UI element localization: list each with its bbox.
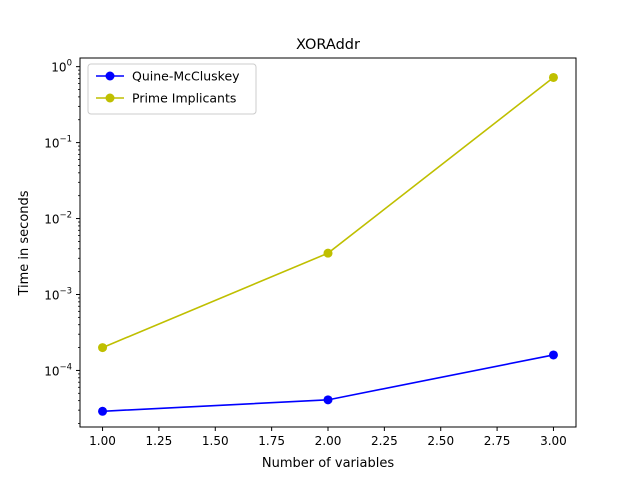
y-axis-label: Time in seconds xyxy=(17,190,32,296)
data-point-prime-implicants xyxy=(548,72,558,82)
data-point-quine-mccluskey xyxy=(323,395,333,405)
y-tick-label: 10−4 xyxy=(44,362,72,378)
legend-label: Prime Implicants xyxy=(132,91,236,106)
x-tick-label: 2.00 xyxy=(315,434,342,448)
x-tick-label: 1.25 xyxy=(146,434,173,448)
x-tick-label: 1.75 xyxy=(258,434,285,448)
data-point-quine-mccluskey xyxy=(548,350,558,360)
x-tick-label: 1.50 xyxy=(202,434,229,448)
axis-ticks: 1.00 1.25 1.50 1.75 2.00 2.25 2.50 2.75 3.00 10−4… xyxy=(44,59,567,448)
data-point-prime-implicants xyxy=(98,343,108,353)
x-tick-label: 2.75 xyxy=(484,434,511,448)
x-tick-label: 3.00 xyxy=(540,434,567,448)
data-point-prime-implicants xyxy=(323,248,333,258)
x-tick-label: 1.00 xyxy=(89,434,116,448)
legend-label: Quine-McCluskey xyxy=(132,69,240,84)
x-tick-label: 2.50 xyxy=(427,434,454,448)
legend: Quine-McCluskey Prime Implicants xyxy=(87,63,257,115)
y-tick-label: 10−3 xyxy=(44,286,72,302)
y-tick-label: 10−2 xyxy=(44,211,72,227)
data-point-quine-mccluskey xyxy=(98,406,108,416)
y-tick-label: 100 xyxy=(51,59,72,75)
x-axis-label: Number of variables xyxy=(262,456,394,471)
y-tick-label: 10−1 xyxy=(44,135,72,151)
series-group xyxy=(98,72,558,416)
legend-marker xyxy=(105,71,115,81)
legend-box xyxy=(87,63,257,115)
legend-marker xyxy=(105,93,115,103)
x-tick-label: 2.25 xyxy=(371,434,398,448)
chart-title: XORAddr xyxy=(296,37,360,53)
plot-area-frame xyxy=(79,57,577,428)
